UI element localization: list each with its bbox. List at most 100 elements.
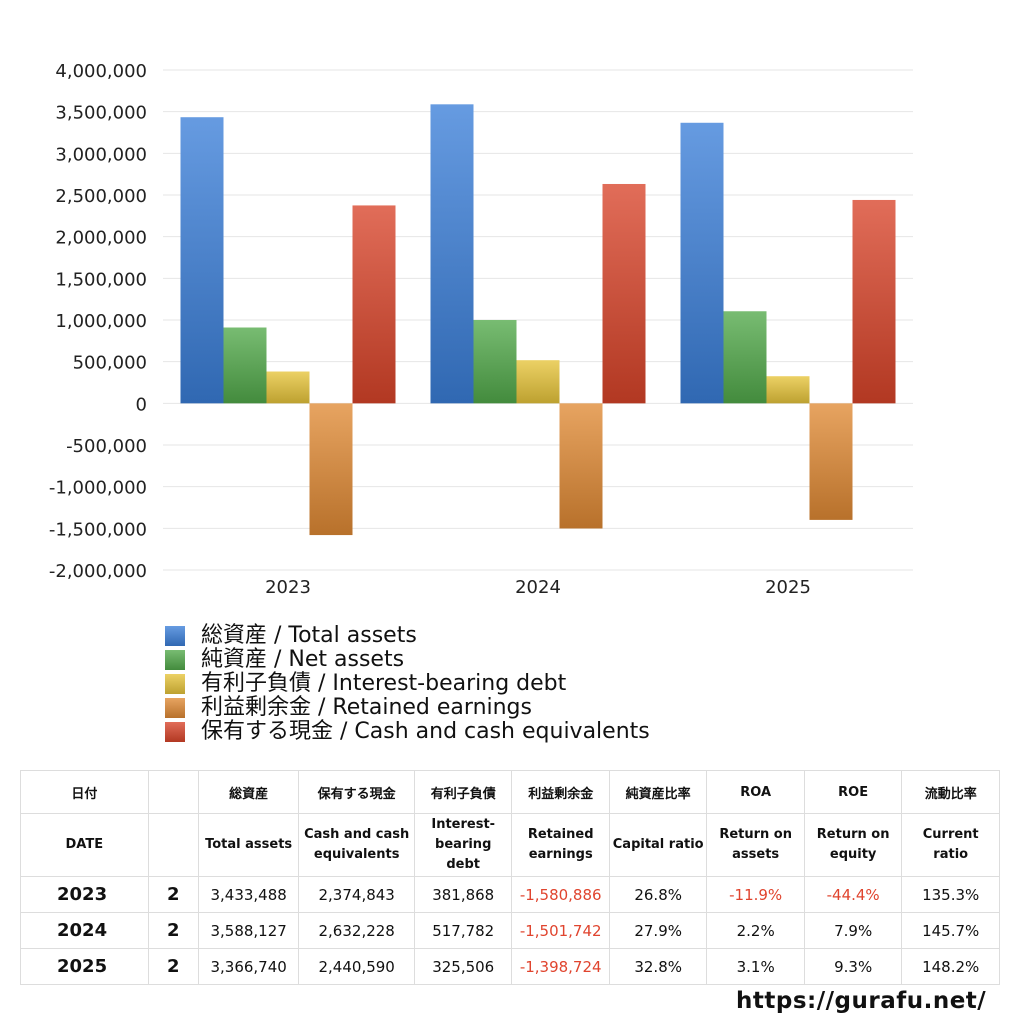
bar-2025-series-2: [766, 376, 810, 404]
bar-2023-series-3: [309, 403, 353, 536]
bar-2025-series-0: [680, 122, 724, 404]
header-cash-jp: 保有する現金: [298, 770, 415, 814]
cell-count: 2: [147, 948, 199, 985]
bar-2025-series-4: [852, 199, 896, 404]
bar-2024-series-2: [516, 360, 560, 404]
cell-cash: 2,440,590: [298, 948, 415, 985]
legend-item: 総資産 / Total assets: [165, 624, 650, 648]
legend-item: 保有する現金 / Cash and cash equivalents: [165, 720, 650, 744]
header-current-ratio-en: Current ratio: [901, 813, 1000, 877]
cell-current-ratio: 148.2%: [901, 948, 1000, 985]
header-roa-en: Return on assets: [706, 813, 805, 877]
y-tick-label: 500,000: [73, 353, 147, 374]
header-current-ratio-jp: 流動比率: [901, 770, 1000, 814]
header-total-assets-jp: 総資産: [197, 770, 300, 814]
y-tick-label: 2,500,000: [55, 186, 147, 207]
cell-capital-ratio: 26.8%: [608, 876, 708, 913]
header-retained-jp: 利益剰余金: [511, 770, 610, 814]
bar-2024-series-4: [602, 183, 646, 404]
cell-current-ratio: 135.3%: [901, 876, 1000, 913]
header-debt-jp: 有利子負債: [413, 770, 513, 814]
header-date-en: DATE: [20, 813, 149, 877]
legend-label: 純資産 / Net assets: [201, 647, 405, 672]
header-roe-en: Return on equity: [803, 813, 903, 877]
legend-swatch: [165, 698, 185, 718]
cell-retained: -1,580,886: [511, 876, 610, 913]
cell-count: 2: [147, 912, 199, 949]
cell-cash: 2,374,843: [298, 876, 415, 913]
y-tick-label: 2,000,000: [55, 228, 147, 249]
bar-2023-series-1: [223, 327, 267, 404]
legend-item: 有利子負債 / Interest-bearing debt: [165, 672, 650, 696]
cell-current-ratio: 145.7%: [901, 912, 1000, 949]
header-date-jp: 日付: [20, 770, 149, 814]
cell-roe: 7.9%: [803, 912, 903, 949]
cell-year: 2023: [20, 876, 149, 913]
x-tick-label: 2023: [265, 577, 311, 598]
cell-roe: -44.4%: [803, 876, 903, 913]
header-count-en: [147, 813, 199, 877]
bar-2025-series-1: [723, 311, 767, 404]
header-capital-ratio-en: Capital ratio: [608, 813, 708, 877]
y-tick-label: 1,500,000: [55, 269, 147, 290]
header-capital-ratio-jp: 純資産比率: [608, 770, 708, 814]
cell-total-assets: 3,433,488: [197, 876, 300, 913]
legend-swatch: [165, 650, 185, 670]
cell-count: 2: [147, 876, 199, 913]
legend-swatch: [165, 674, 185, 694]
cell-debt: 381,868: [413, 876, 513, 913]
table-row: 2023 2 3,433,488 2,374,843 381,868 -1,58…: [20, 876, 1000, 913]
legend-item: 利益剰余金 / Retained earnings: [165, 696, 650, 720]
financial-table: 日付 総資産 保有する現金 有利子負債 利益剰余金 純資産比率 ROA ROE …: [20, 770, 1000, 985]
header-total-assets-en: Total assets: [197, 813, 300, 877]
bar-2023-series-0: [180, 117, 224, 404]
chart-legend: 総資産 / Total assets 純資産 / Net assets 有利子負債 …: [165, 624, 650, 744]
header-count-jp: [147, 770, 199, 814]
bar-2024-series-3: [559, 403, 603, 529]
legend-label: 利益剰余金 / Retained earnings: [201, 695, 532, 720]
cell-retained: -1,501,742: [511, 912, 610, 949]
x-tick-label: 2025: [765, 577, 811, 598]
cell-roa: 2.2%: [706, 912, 805, 949]
legend-swatch: [165, 626, 185, 646]
y-tick-label: 3,500,000: [55, 103, 147, 124]
y-tick-label: -1,500,000: [49, 519, 147, 540]
legend-swatch: [165, 722, 185, 742]
cell-total-assets: 3,588,127: [197, 912, 300, 949]
cell-roe: 9.3%: [803, 948, 903, 985]
header-cash-en: Cash and cash equivalents: [298, 813, 415, 877]
table-header-en: DATE Total assets Cash and cash equivalen…: [20, 813, 1000, 877]
bar-2024-series-0: [430, 104, 474, 404]
bar-2023-series-2: [266, 371, 310, 404]
table-row: 2024 2 3,588,127 2,632,228 517,782 -1,50…: [20, 912, 1000, 949]
header-roa-jp: ROA: [706, 770, 805, 814]
table-row: 2025 2 3,366,740 2,440,590 325,506 -1,39…: [20, 948, 1000, 985]
bar-2023-series-4: [352, 205, 396, 404]
header-roe-jp: ROE: [803, 770, 903, 814]
cell-debt: 325,506: [413, 948, 513, 985]
table-header-jp: 日付 総資産 保有する現金 有利子負債 利益剰余金 純資産比率 ROA ROE …: [20, 770, 1000, 814]
cell-roa: -11.9%: [706, 876, 805, 913]
legend-label: 有利子負債 / Interest-bearing debt: [201, 671, 567, 696]
y-tick-label: -1,000,000: [49, 478, 147, 499]
site-url[interactable]: https://gurafu.net/: [736, 988, 987, 1014]
y-tick-label: 0: [136, 394, 147, 415]
bar-2025-series-3: [809, 403, 853, 520]
legend-item: 純資産 / Net assets: [165, 648, 650, 672]
y-tick-label: -500,000: [66, 436, 147, 457]
cell-capital-ratio: 32.8%: [608, 948, 708, 985]
cell-total-assets: 3,366,740: [197, 948, 300, 985]
y-tick-label: 3,000,000: [55, 144, 147, 165]
legend-label: 保有する現金 / Cash and cash equivalents: [201, 719, 650, 744]
y-tick-label: -2,000,000: [49, 561, 147, 582]
cell-year: 2024: [20, 912, 149, 949]
bar-chart: 4,000,000 3,500,000 3,000,000 2,500,000 2,00…: [49, 61, 913, 598]
legend-label: 総資産 / Total assets: [201, 623, 417, 648]
header-debt-en: Interest-bearing debt: [413, 813, 513, 877]
y-tick-label: 4,000,000: [55, 61, 147, 82]
cell-cash: 2,632,228: [298, 912, 415, 949]
cell-roa: 3.1%: [706, 948, 805, 985]
bar-2024-series-1: [473, 320, 517, 404]
cell-year: 2025: [20, 948, 149, 985]
cell-capital-ratio: 27.9%: [608, 912, 708, 949]
